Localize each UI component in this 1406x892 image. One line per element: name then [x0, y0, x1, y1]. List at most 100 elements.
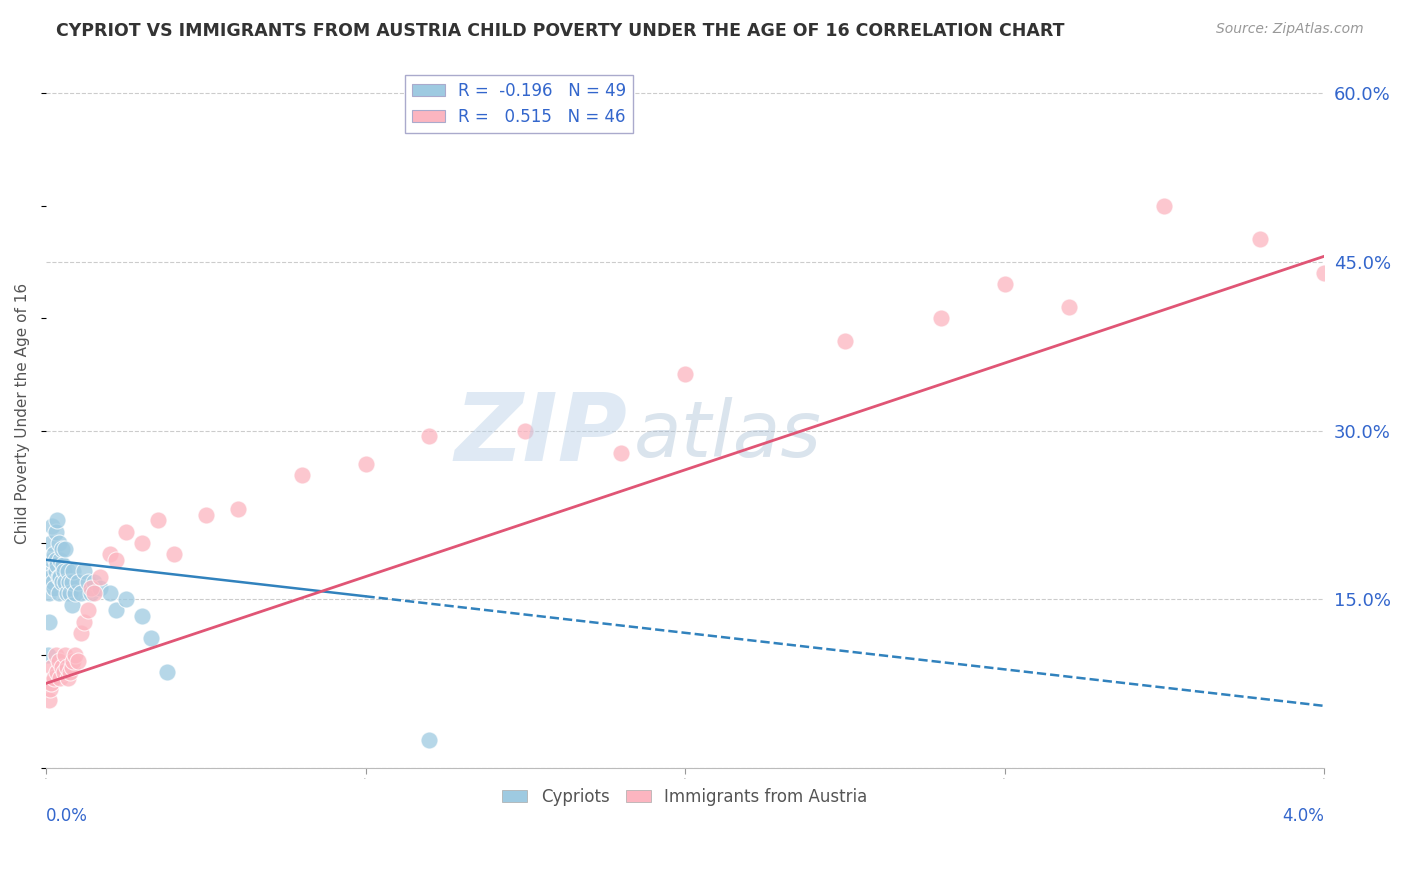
Point — [163, 547, 186, 561]
Point — [115, 524, 138, 539]
Point — [45, 524, 67, 539]
Point — [63, 586, 86, 600]
Point — [55, 659, 77, 673]
Point — [610, 446, 633, 460]
Point — [62, 654, 84, 668]
Point — [105, 553, 128, 567]
Point — [60, 659, 83, 673]
Point — [59, 586, 82, 600]
Point — [48, 654, 70, 668]
Text: ZIP: ZIP — [454, 389, 627, 481]
Point — [42, 575, 65, 590]
Point — [42, 547, 65, 561]
Point — [52, 665, 75, 680]
Point — [115, 592, 138, 607]
Point — [98, 586, 121, 600]
Point — [146, 513, 169, 527]
Point — [515, 424, 537, 438]
Point — [38, 586, 60, 600]
Point — [58, 671, 80, 685]
Point — [291, 468, 314, 483]
Point — [45, 648, 67, 663]
Point — [48, 586, 70, 600]
Text: CYPRIOT VS IMMIGRANTS FROM AUSTRIA CHILD POVERTY UNDER THE AGE OF 16 CORRELATION: CYPRIOT VS IMMIGRANTS FROM AUSTRIA CHILD… — [56, 22, 1064, 40]
Point — [105, 603, 128, 617]
Text: atlas: atlas — [634, 397, 823, 473]
Point — [62, 564, 84, 578]
Point — [39, 536, 62, 550]
Text: Source: ZipAtlas.com: Source: ZipAtlas.com — [1216, 22, 1364, 37]
Point — [55, 586, 77, 600]
Point — [66, 654, 89, 668]
Point — [354, 457, 377, 471]
Point — [76, 603, 98, 617]
Legend: Cypriots, Immigrants from Austria: Cypriots, Immigrants from Austria — [496, 781, 875, 813]
Text: 4.0%: 4.0% — [1282, 806, 1324, 824]
Point — [194, 508, 217, 522]
Point — [49, 671, 72, 685]
Point — [51, 541, 73, 556]
Point — [38, 564, 60, 578]
Point — [70, 586, 93, 600]
Point — [1153, 199, 1175, 213]
Point — [45, 564, 67, 578]
Point — [89, 581, 111, 595]
Point — [59, 665, 82, 680]
Point — [673, 368, 696, 382]
Y-axis label: Child Poverty Under the Age of 16: Child Poverty Under the Age of 16 — [15, 283, 30, 544]
Point — [58, 564, 80, 578]
Point — [73, 564, 96, 578]
Point — [83, 575, 105, 590]
Point — [70, 625, 93, 640]
Point — [42, 581, 65, 595]
Point — [41, 659, 63, 673]
Point — [834, 334, 856, 348]
Point — [89, 569, 111, 583]
Point — [1313, 266, 1336, 280]
Text: 0.0%: 0.0% — [46, 806, 87, 824]
Point — [49, 569, 72, 583]
Point — [53, 648, 76, 663]
Point — [39, 569, 62, 583]
Point — [1249, 232, 1271, 246]
Point — [51, 575, 73, 590]
Point — [60, 598, 83, 612]
Point — [76, 575, 98, 590]
Point — [53, 575, 76, 590]
Point — [60, 575, 83, 590]
Point — [83, 586, 105, 600]
Point — [156, 665, 179, 680]
Point — [51, 659, 73, 673]
Point — [46, 558, 69, 573]
Point — [80, 581, 103, 595]
Point — [48, 536, 70, 550]
Point — [1057, 300, 1080, 314]
Point — [226, 502, 249, 516]
Point — [53, 541, 76, 556]
Point — [73, 615, 96, 629]
Point — [49, 553, 72, 567]
Point — [46, 513, 69, 527]
Point — [46, 665, 69, 680]
Point — [42, 671, 65, 685]
Point — [994, 277, 1017, 292]
Point — [41, 519, 63, 533]
Point — [66, 575, 89, 590]
Point — [131, 536, 153, 550]
Point — [38, 615, 60, 629]
Point — [418, 429, 440, 443]
Point — [929, 311, 952, 326]
Point — [131, 609, 153, 624]
Point — [98, 547, 121, 561]
Point — [37, 648, 59, 663]
Point — [418, 732, 440, 747]
Point — [39, 676, 62, 690]
Point — [52, 564, 75, 578]
Point — [38, 693, 60, 707]
Point — [58, 575, 80, 590]
Point — [52, 558, 75, 573]
Point — [41, 553, 63, 567]
Point — [48, 569, 70, 583]
Point — [63, 648, 86, 663]
Point — [38, 681, 60, 696]
